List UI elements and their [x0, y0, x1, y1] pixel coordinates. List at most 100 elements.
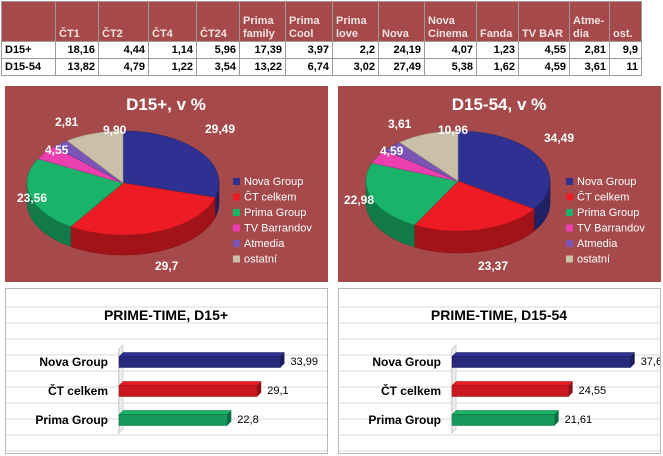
bar-chart-d15plus: PRIME-TIME, D15+ Nova Group 33,99 ČT celkem…	[6, 306, 327, 452]
bar-value-label: 33,99	[290, 356, 318, 368]
legend-swatch	[233, 178, 240, 185]
bar	[451, 356, 631, 368]
column-header: TV BAR	[518, 1, 570, 42]
bar-end	[554, 410, 559, 426]
pie-slice-label: 29,49	[205, 122, 235, 136]
table-cell: 5,38	[424, 58, 477, 76]
category-label: ČT celkem	[48, 383, 108, 398]
bar-end	[227, 410, 232, 426]
category-label: Nova Group	[372, 355, 441, 369]
table-cell: 24,19	[378, 41, 425, 59]
share-table: ČT1 ČT2 ČT4 ČT24 Prima family Prima Cool…	[1, 1, 642, 76]
bar	[118, 414, 228, 426]
bar	[451, 385, 569, 397]
legend-swatch	[233, 240, 240, 247]
bar-top	[118, 410, 232, 415]
row-label: D15+	[1, 41, 56, 59]
legend-label: TV Barrandov	[244, 223, 312, 235]
table-cell: 1,22	[148, 58, 197, 76]
legend-swatch	[233, 209, 240, 216]
table-cell: 2,81	[569, 41, 610, 59]
table-cell: 13,82	[55, 58, 99, 76]
table-corner-cell	[1, 1, 56, 42]
bar-top	[451, 410, 560, 415]
table-cell: 13,22	[239, 58, 286, 76]
pie-slice-label: 4,59	[380, 144, 404, 158]
legend-swatch	[566, 255, 573, 263]
column-header: Prima Cool	[285, 1, 333, 42]
bar	[118, 385, 258, 397]
table-cell: 1,62	[476, 58, 519, 76]
bar	[451, 414, 555, 426]
column-header: Atme-dia	[569, 1, 610, 42]
bar-end	[568, 381, 573, 397]
legend-label: Prima Group	[244, 207, 306, 219]
legend-label: Atmedia	[244, 238, 285, 250]
pie-slice	[457, 130, 551, 210]
legend-label: Atmedia	[577, 238, 618, 250]
legend-swatch	[566, 193, 573, 201]
pie-slice	[70, 182, 216, 236]
column-header: ČT4	[148, 1, 197, 42]
table-cell: 4,79	[98, 58, 149, 76]
pie-slice	[365, 162, 459, 226]
bar-value-label: 22,8	[237, 414, 258, 426]
table-cell: 4,55	[518, 41, 570, 59]
bar-top	[118, 352, 286, 357]
table-cell: 3,54	[196, 58, 240, 76]
table-cell: 3,02	[332, 58, 379, 76]
category-label: Prima Group	[35, 413, 108, 427]
pie-slice-label: 22,98	[344, 193, 374, 207]
table-cell: 11	[609, 58, 642, 76]
column-header: ČT24	[196, 1, 240, 42]
pie-slice-label: 2,81	[55, 115, 79, 129]
bar	[118, 356, 281, 368]
bar-chart-d15-54: PRIME-TIME, D15-54 Nova Group 37,62 ČT celk…	[339, 306, 660, 452]
category-label: ČT celkem	[381, 383, 441, 398]
column-header: ČT1	[55, 1, 99, 42]
legend-swatch	[566, 209, 573, 216]
bar-top	[451, 352, 636, 357]
pie-slice	[26, 158, 124, 227]
legend-swatch	[566, 240, 573, 247]
bar-end	[280, 352, 285, 368]
table-row: D15+ 18,16 4,44 1,14 5,96 17,39 3,97 2,2…	[1, 41, 642, 59]
pie-slice	[413, 180, 535, 232]
table-cell: 1,23	[476, 41, 519, 59]
table-cell: 6,74	[285, 58, 333, 76]
legend-label: ostatní	[577, 254, 610, 266]
legend-label: ostatní	[244, 254, 277, 266]
pie-chart-d15plus: D15+, v % 29,49 29,7 23,56 4,55 2,81 9,90 Nova …	[17, 95, 312, 273]
table-cell: 5,96	[196, 41, 240, 59]
table-cell: 1,14	[148, 41, 197, 59]
pie-chart-panel-d15-54: D15-54, v % 34,49 23,37 22,98 4,59 3,61 10,96 N…	[338, 86, 661, 282]
pie-slice-label: 23,56	[17, 191, 47, 205]
pie-slice-label: 9,90	[103, 123, 127, 137]
pie-slice	[66, 130, 124, 184]
pie-side-walls	[365, 180, 551, 254]
pie-chart-d15-54: D15-54, v % 34,49 23,37 22,98 4,59 3,61 10,96 N…	[344, 95, 645, 273]
legend-label: ČT celkem	[244, 191, 296, 204]
table-cell: 4,44	[98, 41, 149, 59]
category-label: Nova Group	[39, 355, 108, 369]
bar-value-label: 37,62	[641, 356, 660, 368]
chart-title: D15+, v %	[126, 95, 206, 114]
column-header: Prima family	[239, 1, 286, 42]
bar-value-label: 24,55	[579, 385, 607, 397]
legend-label: ČT celkem	[577, 191, 629, 204]
category-label: Prima Group	[368, 413, 441, 427]
bar-value-label: 21,61	[565, 414, 593, 426]
pie-slice-label: 23,37	[478, 259, 508, 273]
column-header: Nova Cinema	[424, 1, 477, 42]
chart-title: D15-54, v %	[452, 95, 547, 114]
column-header: ČT2	[98, 1, 149, 42]
pie-slice-label: 34,49	[544, 131, 574, 145]
bar-end	[630, 352, 635, 368]
table-cell: 3,61	[569, 58, 610, 76]
table-header-row: ČT1 ČT2 ČT4 ČT24 Prima family Prima Cool…	[1, 1, 642, 42]
legend-swatch	[566, 224, 573, 232]
pie-slice	[398, 130, 459, 182]
bar-top	[118, 381, 262, 386]
table-cell: 4,07	[424, 41, 477, 59]
bar-chart-panel-d15-54: PRIME-TIME, D15-54 Nova Group 37,62 ČT celk…	[338, 288, 661, 454]
